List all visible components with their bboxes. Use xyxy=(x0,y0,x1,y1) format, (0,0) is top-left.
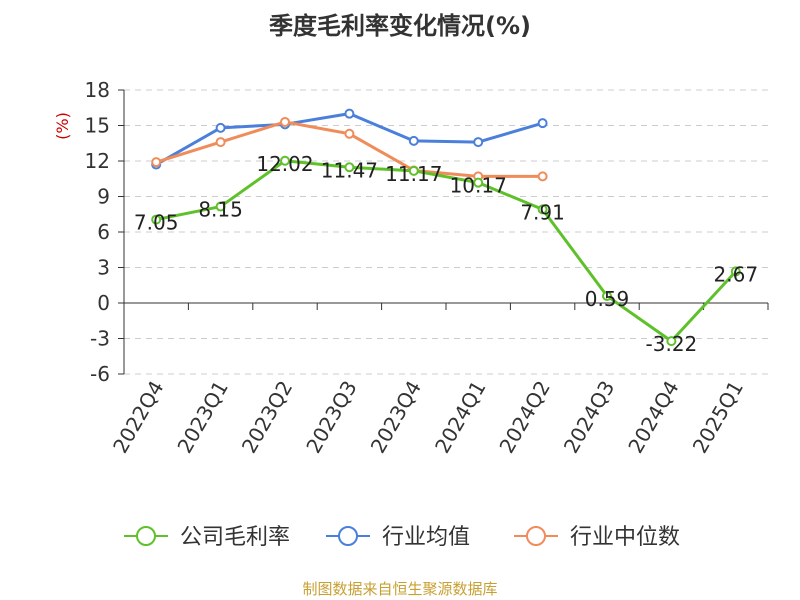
x-tick-label: 2024Q3 xyxy=(559,377,619,458)
x-tick-label: 2023Q2 xyxy=(237,377,297,458)
data-label: 2.67 xyxy=(714,262,759,286)
x-tick-label: 2024Q1 xyxy=(430,377,490,458)
x-tick-label: 2024Q4 xyxy=(623,377,683,458)
legend-marker xyxy=(526,526,546,546)
series-line xyxy=(155,159,737,343)
x-tick-label: 2023Q3 xyxy=(301,377,361,458)
y-axis-unit-label: (%) xyxy=(53,112,72,140)
data-labels: 7.05 8.15 12.02 11.47 11.17 10.17 7.91 0.59 -3.2… xyxy=(134,152,758,356)
data-label: 11.17 xyxy=(385,162,442,186)
data-point xyxy=(215,201,226,212)
data-label: 0.59 xyxy=(585,287,630,311)
legend-marker xyxy=(136,526,156,546)
data-point xyxy=(666,336,677,347)
data-label: 11.47 xyxy=(321,158,378,182)
data-label: 10.17 xyxy=(450,174,507,198)
data-point xyxy=(151,214,162,225)
series-lines xyxy=(151,108,741,347)
x-tick-label: 2023Q4 xyxy=(366,377,426,458)
chart-title: 季度毛利率变化情况(%) xyxy=(269,12,531,40)
y-tick-label: 3 xyxy=(97,256,110,280)
y-tick-label: 15 xyxy=(85,114,110,138)
data-point xyxy=(344,162,355,173)
y-tick-label: 6 xyxy=(97,220,110,244)
legend-label: 公司毛利率 xyxy=(180,525,290,550)
series-line xyxy=(155,112,544,166)
legend: 公司毛利率 行业均值 行业中位数 xyxy=(124,525,680,550)
data-label: 7.91 xyxy=(520,200,565,224)
data-point xyxy=(537,171,548,182)
y-tick-label: -6 xyxy=(90,362,110,386)
legend-label: 行业均值 xyxy=(382,525,470,550)
data-point xyxy=(537,118,548,129)
x-tick-label: 2024Q2 xyxy=(494,377,554,458)
legend-marker xyxy=(338,526,358,546)
data-point xyxy=(215,122,226,133)
x-tick-label: 2025Q1 xyxy=(688,377,748,458)
data-label: 7.05 xyxy=(134,211,179,235)
data-point xyxy=(473,137,484,148)
data-point xyxy=(280,116,290,127)
grid-lines xyxy=(124,89,768,375)
data-point xyxy=(473,177,484,188)
y-tick-label: -3 xyxy=(90,327,110,351)
y-tick-label: 0 xyxy=(97,291,110,315)
x-tick-label: 2022Q4 xyxy=(108,377,168,458)
data-point xyxy=(280,155,290,166)
legend-label: 行业中位数 xyxy=(570,525,680,550)
data-point xyxy=(408,165,419,176)
data-point xyxy=(408,135,419,146)
source-note: 制图数据来自恒生聚源数据库 xyxy=(302,580,498,598)
y-tick-label: 12 xyxy=(85,149,110,173)
y-tick-label: 18 xyxy=(85,78,110,102)
x-tick-label: 2023Q1 xyxy=(172,377,232,458)
data-point xyxy=(215,137,226,148)
data-point xyxy=(344,128,355,139)
data-point xyxy=(151,157,162,168)
data-point xyxy=(602,291,612,302)
data-point xyxy=(344,108,355,119)
data-point xyxy=(730,266,741,277)
data-label: 8.15 xyxy=(198,198,243,222)
y-tick-label: 9 xyxy=(97,185,110,209)
data-point xyxy=(537,204,548,215)
data-label: -3.22 xyxy=(646,332,698,356)
data-label: 12.02 xyxy=(256,152,313,176)
